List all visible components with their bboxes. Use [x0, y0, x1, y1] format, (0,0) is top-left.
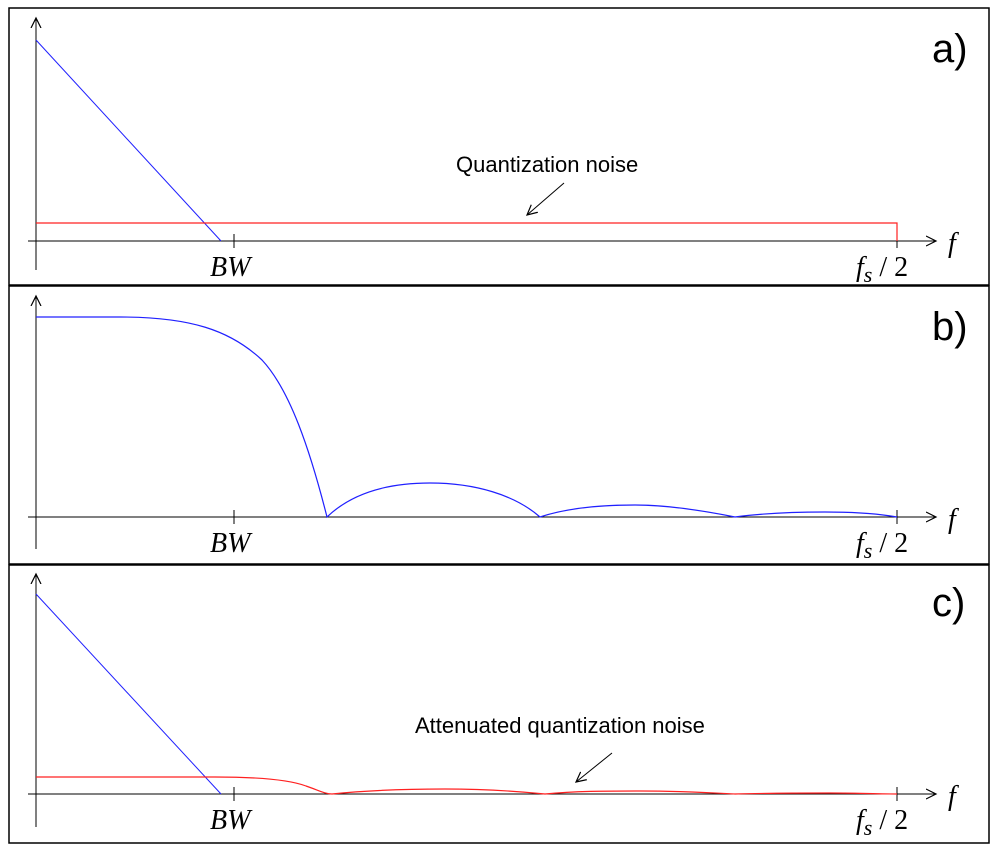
panel-b-frame	[8, 285, 990, 565]
panel-c-bw-label: BW	[210, 805, 253, 836]
fs-sub: s	[864, 262, 873, 287]
panel-b-sinc-response	[36, 316, 898, 519]
panel-b-fs-label: fs / 2	[856, 528, 908, 563]
fs-sub: s	[864, 815, 873, 840]
fs-suffix: / 2	[872, 528, 908, 559]
fs-f: f	[856, 528, 867, 559]
fs-sub: s	[864, 538, 873, 563]
panel-c-signal-spectrum	[35, 593, 222, 795]
panel-c-annotation-arrow	[576, 752, 613, 782]
panel-a-signal-spectrum	[35, 39, 222, 242]
panel-a-frame	[8, 7, 990, 286]
panel-a-noise-floor	[36, 222, 898, 241]
panel-a-annotation-arrow	[527, 182, 565, 215]
panel-c-x-axis-label: f	[948, 781, 959, 812]
panel-c: Attenuated quantization noise c) f BW fs…	[8, 564, 990, 844]
panel-c-frame	[8, 564, 990, 844]
panel-c-annotation: Attenuated quantization noise	[415, 713, 705, 738]
panel-a-annotation: Quantization noise	[456, 152, 638, 177]
panel-a-bw-label: BW	[210, 252, 253, 283]
panel-c-label: c)	[932, 581, 965, 625]
panel-b-x-axis-label: f	[948, 504, 959, 535]
panel-b-label: b)	[932, 305, 968, 349]
fs-f: f	[856, 805, 867, 836]
panel-a-fs-label: fs / 2	[856, 252, 908, 287]
panel-a: Quantization noise a) f BW fs / 2	[8, 7, 990, 287]
panel-b: b) f BW fs / 2	[8, 285, 990, 565]
panel-a-label: a)	[932, 27, 968, 71]
fs-f: f	[856, 252, 867, 283]
panel-c-fs-label: fs / 2	[856, 805, 908, 840]
panel-b-bw-label: BW	[210, 528, 253, 559]
panel-c-attenuated-noise	[36, 776, 898, 795]
fs-suffix: / 2	[872, 805, 908, 836]
fs-suffix: / 2	[872, 252, 908, 283]
panel-a-x-axis-label: f	[948, 228, 959, 259]
